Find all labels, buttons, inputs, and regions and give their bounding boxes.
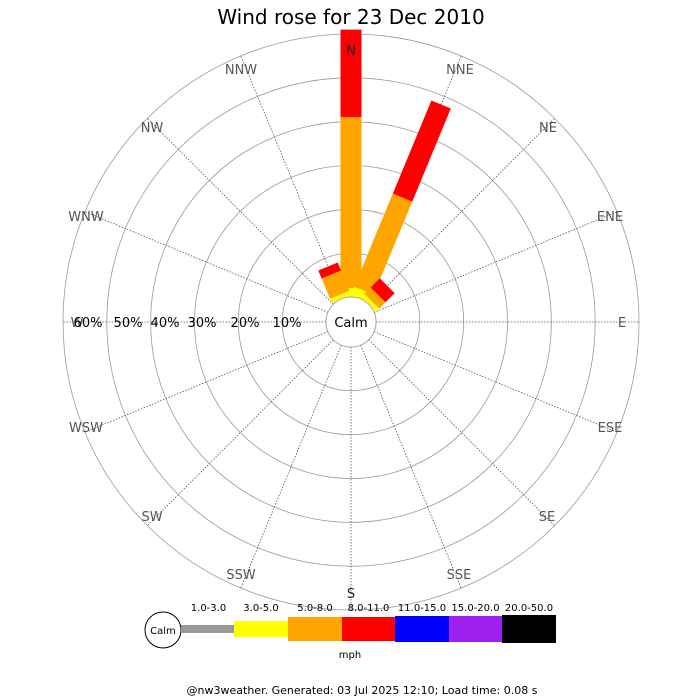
direction-labels: N NNE NE ENE E ESE SE SSE S SSW SW WSW W WNW NW NNW <box>68 44 626 602</box>
legend-swatch <box>502 615 556 643</box>
legend-bin-label: 1.0-3.0 <box>191 603 226 614</box>
direction-label-wsw: WSW <box>69 421 103 436</box>
spoke-ssw <box>240 344 342 589</box>
direction-label-ssw: SSW <box>226 568 256 583</box>
direction-label-sse: SSE <box>447 568 472 583</box>
legend-swatch <box>342 617 395 641</box>
calm-label: Calm <box>334 316 367 331</box>
chart-title: Wind rose for 23 Dec 2010 <box>217 5 484 29</box>
legend-swatch <box>449 616 502 642</box>
spoke-wnw <box>84 211 329 313</box>
percent-label: 60% <box>74 316 103 331</box>
legend-unit: mph <box>339 650 361 661</box>
legend-bin-label: 11.0-15.0 <box>398 603 446 614</box>
percent-label: 10% <box>273 316 302 331</box>
direction-label-ne: NE <box>539 121 557 136</box>
direction-label-ene: ENE <box>597 210 623 225</box>
direction-label-ese: ESE <box>598 421 623 436</box>
legend-bin-label: 15.0-20.0 <box>451 603 499 614</box>
direction-label-nnw: NNW <box>225 63 257 78</box>
percent-label: 40% <box>151 316 180 331</box>
direction-label-nne: NNE <box>446 63 474 78</box>
spoke-nnw <box>240 55 342 300</box>
bar-ne-bin-1 <box>361 293 380 312</box>
direction-label-se: SE <box>539 510 555 525</box>
bar-nne-bin-2 <box>354 193 413 295</box>
spoke-se <box>368 339 555 526</box>
legend-bin-label: 20.0-50.0 <box>505 603 553 614</box>
direction-label-s: S <box>347 587 355 602</box>
bar-nnw-bin-3 <box>318 262 342 279</box>
spoke-wsw <box>84 331 329 433</box>
direction-label-e: E <box>618 316 626 331</box>
spoke-ne <box>368 118 555 305</box>
calm-center: Calm <box>325 296 377 348</box>
spoke-sw <box>147 339 334 526</box>
wind-bars <box>318 29 451 312</box>
spoke-sse <box>360 344 462 589</box>
bar-n-bin-2 <box>340 117 362 289</box>
direction-label-wnw: WNW <box>68 210 104 225</box>
percent-label: 30% <box>188 316 217 331</box>
bar-nnw-bin-2 <box>321 270 350 299</box>
bar-nnw-bin-1 <box>330 290 352 303</box>
bar-nne-bin-3 <box>392 100 451 202</box>
percent-labels: 10% 20% 30% 40% 50% 60% <box>74 316 302 331</box>
legend-swatch <box>395 616 449 642</box>
legend-calm-label: Calm <box>150 626 176 637</box>
spoke-nne <box>360 55 462 300</box>
bar-n-bin-3 <box>340 29 362 118</box>
bar-ne-bin-2 <box>364 287 386 309</box>
legend-swatch <box>234 621 288 637</box>
direction-label-sw: SW <box>141 510 162 525</box>
legend-swatch <box>181 625 234 633</box>
legend-bin-label: 3.0-5.0 <box>243 603 278 614</box>
bar-ne-bin-3 <box>370 278 395 303</box>
speed-legend: Calm 1.0-3.0 3.0-5.0 5.0-8.0 8.0-11.0 11.0-15… <box>144 603 556 661</box>
legend-swatch <box>288 617 342 641</box>
footer-text: @nw3weather. Generated: 03 Jul 2025 12:1… <box>187 684 538 697</box>
percent-label: 20% <box>231 316 260 331</box>
spoke-ene <box>373 211 618 313</box>
direction-spokes <box>63 34 639 610</box>
spoke-ese <box>373 331 618 433</box>
percent-label: 50% <box>114 316 143 331</box>
direction-label-n: N <box>346 44 356 59</box>
legend-bin-label: 8.0-11.0 <box>348 603 390 614</box>
legend-bin-label: 5.0-8.0 <box>297 603 332 614</box>
direction-label-w: W <box>71 316 84 331</box>
spoke-nw <box>147 118 334 305</box>
direction-label-nw: NW <box>141 121 164 136</box>
